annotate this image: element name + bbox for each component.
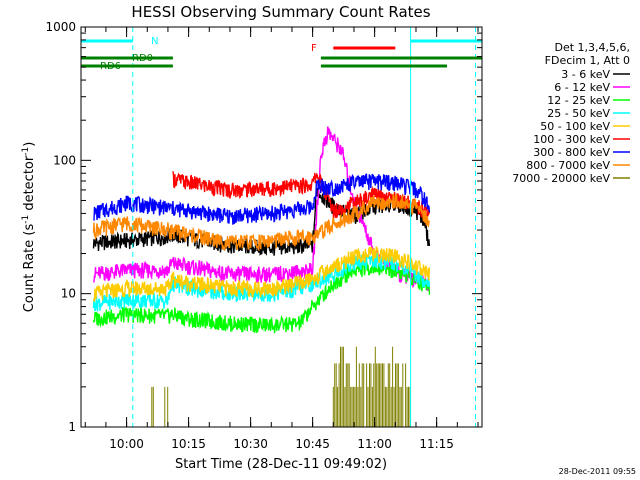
y-axis-label-sup1: -1 (21, 215, 31, 224)
footer-date: 28-Dec-2011 09:55 (559, 467, 636, 476)
y-axis-label-part2: detector (22, 155, 37, 215)
plot-frame (80, 26, 483, 428)
x-tick-label: 10:45 (295, 437, 330, 451)
flags-layer: N F RD0 RD6 (81, 27, 482, 427)
series-3-6-kev (92, 187, 431, 257)
legend-label-7000-20000-kev: 7000 - 20000 keV (512, 172, 610, 185)
x-tick-label: 10:30 (233, 437, 268, 451)
y-axis: 1 10 100 1000 (45, 20, 482, 434)
y-axis-label-part1: Count Rate (s (22, 224, 37, 313)
legend-label-12-25-kev: 12 - 25 keV (547, 94, 610, 107)
x-axis: 10:00 10:15 10:30 10:45 11:00 11:15 (84, 27, 479, 451)
y-axis-label-part3: ) (22, 142, 37, 147)
x-tick-label: 11:00 (357, 437, 392, 451)
series-line (92, 246, 431, 303)
flag-rd6-label: RD6 (100, 61, 121, 72)
flag-f-label: F (311, 43, 317, 54)
x-tick-label: 10:15 (171, 437, 206, 451)
y-axis-label: Count Rate (s-1 detector-1) (21, 142, 37, 313)
legend-label-25-50-kev: 25 - 50 keV (547, 107, 610, 120)
series-line (92, 259, 431, 334)
series-100-300-kev (172, 171, 431, 219)
series-12-25-kev (92, 259, 431, 334)
series-line (92, 193, 431, 252)
series-300-800-kev (93, 173, 431, 225)
x-tick-label: 10:00 (109, 437, 144, 451)
series-line (172, 171, 431, 219)
flag-n-label: N (151, 36, 158, 47)
legend-label-100-300-kev: 100 - 300 keV (533, 133, 610, 146)
legend-label-3-6-kev: 3 - 6 keV (561, 68, 610, 81)
series-line (92, 251, 431, 312)
chart-title: HESSI Observing Summary Count Rates (131, 3, 430, 21)
legend: Det 1,3,4,5,6, FDecim 1, Att 0 3 - 6 keV… (512, 41, 630, 185)
series-7000-20000-kev (151, 346, 411, 427)
series-line (92, 187, 431, 257)
legend-header-line1: Det 1,3,4,5,6, (554, 41, 630, 54)
data-layer (92, 126, 431, 427)
y-tick-label: 100 (53, 153, 76, 167)
legend-label-800-7000-kev: 800 - 7000 keV (526, 159, 610, 172)
y-tick-label: 1000 (45, 20, 76, 34)
series-line (151, 346, 411, 427)
series-800-7000-kev (92, 193, 431, 252)
y-tick-label: 10 (61, 287, 76, 301)
flag-rd0-label: RD0 (132, 53, 153, 64)
y-tick-label: 1 (68, 420, 76, 434)
legend-label-300-800-kev: 300 - 800 keV (533, 146, 610, 159)
series-50-100-kev (92, 246, 431, 303)
x-tick-label: 11:15 (419, 437, 454, 451)
series-line (93, 173, 431, 225)
legend-header-line2: FDecim 1, Att 0 (545, 54, 630, 67)
legend-label-6-12-kev: 6 - 12 keV (554, 81, 610, 94)
x-axis-label: Start Time (28-Dec-11 09:49:02) (175, 457, 387, 472)
series-25-50-kev (92, 251, 431, 312)
legend-label-50-100-kev: 50 - 100 keV (540, 120, 610, 133)
y-axis-label-sup2: -1 (21, 147, 31, 156)
